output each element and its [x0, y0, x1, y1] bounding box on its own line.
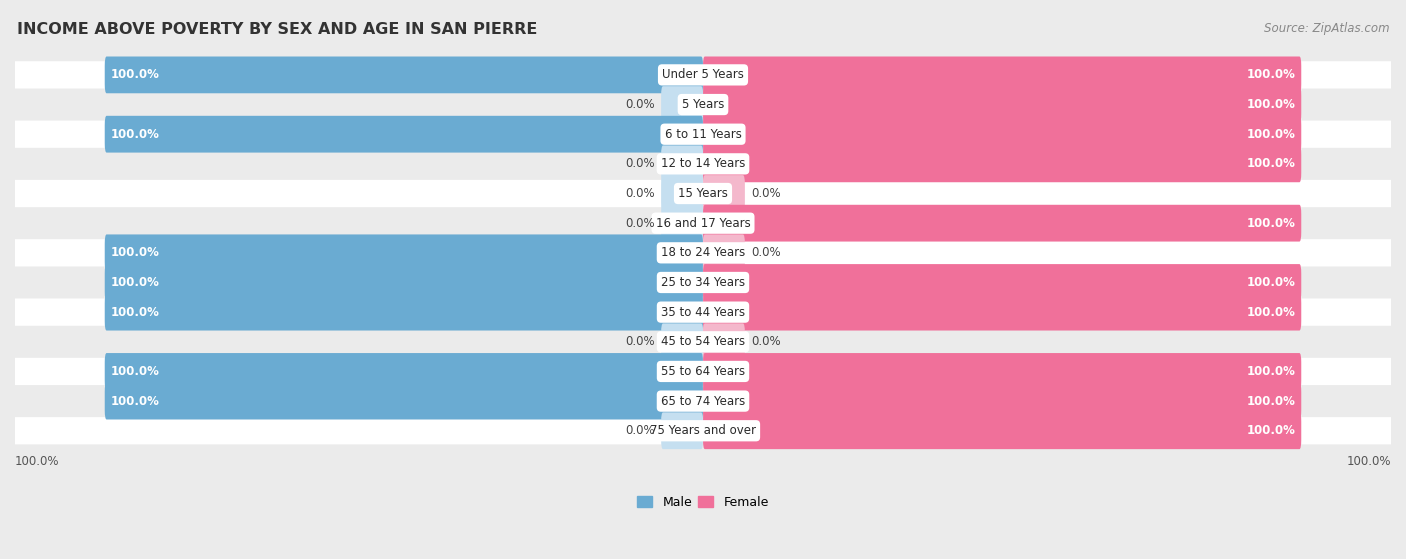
Text: 100.0%: 100.0% — [111, 365, 160, 378]
Text: 5 Years: 5 Years — [682, 98, 724, 111]
Text: 100.0%: 100.0% — [1246, 276, 1295, 289]
Text: 25 to 34 Years: 25 to 34 Years — [661, 276, 745, 289]
FancyBboxPatch shape — [104, 264, 703, 301]
FancyBboxPatch shape — [15, 417, 1391, 444]
Text: 100.0%: 100.0% — [1246, 217, 1295, 230]
Text: 6 to 11 Years: 6 to 11 Years — [665, 127, 741, 141]
Text: 0.0%: 0.0% — [626, 157, 655, 170]
Text: 0.0%: 0.0% — [626, 335, 655, 348]
Text: INCOME ABOVE POVERTY BY SEX AND AGE IN SAN PIERRE: INCOME ABOVE POVERTY BY SEX AND AGE IN S… — [17, 22, 537, 37]
FancyBboxPatch shape — [703, 234, 745, 271]
FancyBboxPatch shape — [661, 324, 703, 360]
Text: 55 to 64 Years: 55 to 64 Years — [661, 365, 745, 378]
FancyBboxPatch shape — [15, 239, 1391, 267]
Text: 100.0%: 100.0% — [111, 127, 160, 141]
Text: 45 to 54 Years: 45 to 54 Years — [661, 335, 745, 348]
FancyBboxPatch shape — [703, 205, 1302, 241]
FancyBboxPatch shape — [15, 299, 1391, 326]
FancyBboxPatch shape — [15, 269, 1391, 296]
Text: 100.0%: 100.0% — [111, 306, 160, 319]
FancyBboxPatch shape — [703, 175, 745, 212]
FancyBboxPatch shape — [703, 264, 1302, 301]
FancyBboxPatch shape — [15, 61, 1391, 88]
FancyBboxPatch shape — [661, 413, 703, 449]
FancyBboxPatch shape — [104, 353, 703, 390]
FancyBboxPatch shape — [15, 387, 1391, 415]
Text: 100.0%: 100.0% — [1246, 157, 1295, 170]
Text: 0.0%: 0.0% — [751, 187, 780, 200]
FancyBboxPatch shape — [703, 383, 1302, 419]
Text: 100.0%: 100.0% — [1246, 395, 1295, 408]
FancyBboxPatch shape — [104, 116, 703, 153]
Text: 100.0%: 100.0% — [111, 247, 160, 259]
FancyBboxPatch shape — [104, 234, 703, 271]
Text: 0.0%: 0.0% — [751, 335, 780, 348]
FancyBboxPatch shape — [15, 210, 1391, 237]
FancyBboxPatch shape — [703, 293, 1302, 330]
FancyBboxPatch shape — [661, 86, 703, 123]
FancyBboxPatch shape — [15, 358, 1391, 385]
Text: 100.0%: 100.0% — [1246, 424, 1295, 437]
FancyBboxPatch shape — [703, 116, 1302, 153]
Text: Source: ZipAtlas.com: Source: ZipAtlas.com — [1264, 22, 1389, 35]
FancyBboxPatch shape — [703, 56, 1302, 93]
Text: 100.0%: 100.0% — [1246, 306, 1295, 319]
FancyBboxPatch shape — [15, 150, 1391, 178]
FancyBboxPatch shape — [15, 328, 1391, 356]
FancyBboxPatch shape — [104, 383, 703, 419]
FancyBboxPatch shape — [703, 324, 745, 360]
FancyBboxPatch shape — [104, 56, 703, 93]
FancyBboxPatch shape — [703, 145, 1302, 182]
Text: 35 to 44 Years: 35 to 44 Years — [661, 306, 745, 319]
Text: 0.0%: 0.0% — [626, 424, 655, 437]
Text: 0.0%: 0.0% — [626, 98, 655, 111]
Text: 100.0%: 100.0% — [1246, 98, 1295, 111]
Text: 100.0%: 100.0% — [1246, 68, 1295, 82]
Text: 75 Years and over: 75 Years and over — [650, 424, 756, 437]
Text: 100.0%: 100.0% — [15, 456, 59, 468]
FancyBboxPatch shape — [15, 91, 1391, 118]
Text: 15 Years: 15 Years — [678, 187, 728, 200]
Text: 100.0%: 100.0% — [111, 395, 160, 408]
Text: 16 and 17 Years: 16 and 17 Years — [655, 217, 751, 230]
Text: 0.0%: 0.0% — [626, 217, 655, 230]
Text: 100.0%: 100.0% — [1246, 365, 1295, 378]
Text: 0.0%: 0.0% — [626, 187, 655, 200]
Text: 100.0%: 100.0% — [1347, 456, 1391, 468]
FancyBboxPatch shape — [703, 86, 1302, 123]
Text: 0.0%: 0.0% — [751, 247, 780, 259]
FancyBboxPatch shape — [104, 293, 703, 330]
Text: 18 to 24 Years: 18 to 24 Years — [661, 247, 745, 259]
Text: Under 5 Years: Under 5 Years — [662, 68, 744, 82]
Text: 12 to 14 Years: 12 to 14 Years — [661, 157, 745, 170]
FancyBboxPatch shape — [703, 353, 1302, 390]
FancyBboxPatch shape — [15, 121, 1391, 148]
Text: 100.0%: 100.0% — [111, 276, 160, 289]
Text: 100.0%: 100.0% — [1246, 127, 1295, 141]
FancyBboxPatch shape — [661, 175, 703, 212]
FancyBboxPatch shape — [703, 413, 1302, 449]
Text: 100.0%: 100.0% — [111, 68, 160, 82]
Legend: Male, Female: Male, Female — [633, 491, 773, 514]
FancyBboxPatch shape — [661, 205, 703, 241]
Text: 65 to 74 Years: 65 to 74 Years — [661, 395, 745, 408]
FancyBboxPatch shape — [15, 180, 1391, 207]
FancyBboxPatch shape — [661, 145, 703, 182]
